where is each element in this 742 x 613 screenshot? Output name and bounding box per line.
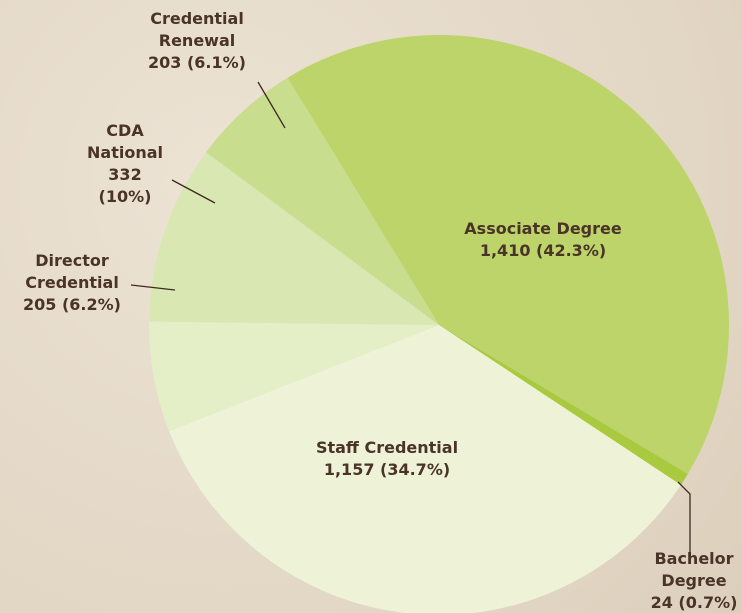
slice-name: Associate Degree [464, 219, 622, 238]
slice-label: Associate Degree 1,410 (42.3%) [443, 218, 643, 262]
slice-name: Bachelor Degree [654, 549, 734, 590]
leader-line [257, 81, 286, 129]
slice-value-label: 1,410 (42.3%) [479, 241, 607, 260]
pie-slice [149, 152, 440, 325]
pie-slice [149, 321, 439, 432]
slice-name: CDA National [87, 121, 163, 162]
pie-slice [287, 34, 730, 474]
leader-line [171, 179, 216, 204]
slice-label: Director Credential 205 (6.2%) [17, 250, 127, 316]
pie-slice [439, 325, 688, 485]
slice-value-label: 203 (6.1%) [148, 53, 246, 72]
slice-label: Staff Credential 1,157 (34.7%) [277, 437, 497, 481]
slice-label: Bachelor Degree 24 (0.7%) [649, 548, 739, 613]
slice-value-label: 205 (6.2%) [23, 295, 121, 314]
slice-name: Staff Credential [315, 438, 459, 457]
slice-label: CDA National 332 (10%) [80, 120, 170, 208]
slice-label: Credential Renewal 203 (6.1%) [142, 8, 252, 74]
slices [149, 34, 730, 613]
slice-name: Director Credential [25, 251, 119, 292]
slice-value-label: 332 (10%) [98, 165, 152, 206]
slice-value-label: 24 (0.7%) [650, 593, 738, 612]
pie-slice [206, 77, 439, 326]
leader-line [130, 284, 176, 291]
leader-line [677, 481, 691, 563]
slice-value-label: 1,157 (34.7%) [323, 460, 451, 479]
slice-name: Credential Renewal [150, 9, 244, 50]
pie-slice [169, 325, 681, 613]
